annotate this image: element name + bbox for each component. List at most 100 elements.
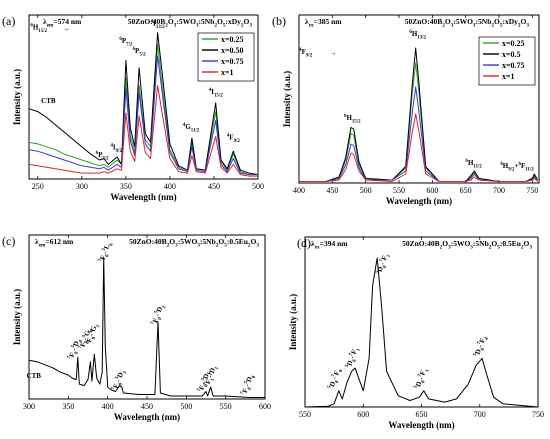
series-line-spectrum bbox=[28, 256, 265, 398]
x-tick-label: 450 bbox=[326, 186, 338, 195]
x-axis-label: Wavelength (nm) bbox=[386, 196, 452, 206]
chart-title: 50ZnO:40B2O3:5WO3:5Nb2O5:xDy2O3​ bbox=[405, 17, 530, 29]
chart-title: 50ZnO:40B2O3:5WO3:5Nb2O5:0.5Eu2O3​ bbox=[402, 239, 532, 251]
annotation: 4F9/2​ bbox=[227, 133, 241, 144]
annotation: 4I13/2​ bbox=[151, 19, 165, 30]
series-line-spectrum bbox=[304, 257, 539, 408]
chart-title: 50ZnO:40B2O3:5WO3:5Nb2O5:xDy2O3​ bbox=[128, 17, 253, 29]
annotation: CTB bbox=[27, 372, 42, 380]
annotation: 6H13/2​ bbox=[409, 30, 426, 41]
series-line-x-0-50 bbox=[28, 32, 259, 176]
panel-a: 250 300 350 400 450 500 Wavelength (nm) Intensi… bbox=[2, 14, 264, 202]
annotation: 6P5/2​ bbox=[133, 47, 147, 58]
annotation: 7F0-5D2​ bbox=[150, 303, 167, 327]
annotation: 6H9/2+6F11/2​ bbox=[500, 162, 534, 173]
annotation: 5D0-7F0​ bbox=[327, 367, 344, 391]
chart-title: 50ZnO:40B2O3:5WO3:5Nb2O5:0.5Eu2O3​ bbox=[129, 237, 259, 249]
x-tick-label: 750 bbox=[532, 410, 544, 419]
series-line-x-1 bbox=[299, 113, 539, 182]
excitation-label: λem=612 nm bbox=[35, 237, 74, 249]
legend-entry: x=1 bbox=[221, 68, 234, 77]
annotation: 6P3/2​ bbox=[96, 151, 110, 162]
x-tick-label: 450 bbox=[141, 402, 153, 411]
excitation-label: λex=385 nm bbox=[305, 17, 342, 29]
legend-entry: x=0.50 bbox=[221, 46, 244, 55]
series-line-x-1 bbox=[28, 84, 258, 177]
x-tick-label: 700 bbox=[493, 186, 505, 195]
x-tick-label: 550 bbox=[299, 410, 311, 419]
plot-frame bbox=[298, 14, 540, 184]
x-tick-label: 500 bbox=[252, 182, 264, 191]
x-tick-label: 450 bbox=[208, 182, 220, 191]
x-tick-label: 550 bbox=[393, 186, 405, 195]
plot-frame bbox=[28, 14, 259, 180]
x-tick-label: 300 bbox=[23, 402, 35, 411]
x-tick-label: 500 bbox=[180, 402, 192, 411]
x-axis-label: Wavelength (nm) bbox=[388, 420, 454, 430]
x-tick-label: 350 bbox=[120, 182, 132, 191]
series-line-x-0-75 bbox=[28, 55, 258, 176]
x-axis-label: Wavelength (nm) bbox=[110, 192, 176, 202]
annotation: 4I9/2​ bbox=[110, 144, 122, 155]
x-tick-label: 300 bbox=[76, 182, 88, 191]
legend-entry: x=0.25 bbox=[502, 39, 525, 48]
annotation: 7F0-5L6​ bbox=[98, 240, 115, 264]
y-axis-label: Intensity (a.u.) bbox=[12, 69, 22, 125]
legend-entry: x=0.75 bbox=[221, 57, 244, 66]
annotation-arrow: → bbox=[330, 49, 337, 57]
annotation: 4G11/2​ bbox=[183, 123, 200, 134]
x-tick-label: 400 bbox=[164, 182, 176, 191]
excitation-label: λem=574 nm bbox=[43, 17, 82, 29]
annotation: 6H11/2​ bbox=[465, 159, 482, 170]
annotation: 5D0-7F4​ bbox=[473, 334, 490, 358]
x-tick-label: 650 bbox=[460, 186, 472, 195]
legend-entry: x=1 bbox=[502, 72, 515, 81]
annotation: 7F0-5D3​ bbox=[111, 368, 128, 392]
annotation: 5D0-7F3​ bbox=[413, 367, 430, 391]
annotation: 5D0-7F1​ bbox=[345, 346, 362, 370]
panel-label: (a) bbox=[2, 14, 15, 28]
x-tick-label: 400 bbox=[102, 402, 114, 411]
x-tick-label: 700 bbox=[474, 410, 486, 419]
annotation: 7F0-5D4​ bbox=[67, 337, 84, 361]
annotation: 6H15/2​ bbox=[344, 114, 361, 125]
annotation: 4I15/2​ bbox=[209, 88, 223, 99]
x-tick-label: 600 bbox=[357, 410, 369, 419]
legend-box bbox=[197, 32, 255, 82]
x-tick-label: 400 bbox=[293, 186, 305, 195]
x-tick-label: 500 bbox=[360, 186, 372, 195]
x-tick-label: 600 bbox=[259, 402, 271, 411]
x-tick-label: 250 bbox=[32, 182, 44, 191]
annotation: 4F9/2​ bbox=[299, 48, 313, 59]
x-tick-label: 350 bbox=[62, 402, 74, 411]
annotation: 7F1-5D1​ bbox=[203, 364, 220, 388]
annotation: 7F0-5G4​ bbox=[78, 327, 96, 352]
annotation: 7F0-5D0​ bbox=[240, 373, 257, 397]
panel-label: (c) bbox=[2, 234, 15, 248]
y-axis-label: Intensity (a.u.) bbox=[282, 71, 292, 127]
plot-frame bbox=[28, 234, 266, 400]
x-tick-label: 600 bbox=[426, 186, 438, 195]
x-tick-label: 650 bbox=[416, 410, 428, 419]
panel-label: (b) bbox=[272, 14, 286, 28]
panel-c: 300 350 400 450 500 550 600 Wavelength (nm) Inte… bbox=[2, 234, 271, 422]
panel-b: 400 450 500 550 600 650 700 750 Wavelength (nm) I… bbox=[272, 14, 540, 206]
x-tick-label: 550 bbox=[220, 402, 232, 411]
annotation: 6P7/2​ bbox=[119, 37, 133, 48]
legend-entry: x=0.75 bbox=[502, 61, 525, 70]
legend-box bbox=[478, 36, 536, 86]
annotation: 5D0-7F2​ bbox=[375, 252, 392, 276]
legend-entry: x=0.5 bbox=[502, 50, 521, 59]
y-axis-label: Intensity (a.u.) bbox=[12, 289, 22, 345]
annotation: 6H15/2​ bbox=[30, 24, 47, 35]
annotation: 7F0-5G2​ bbox=[84, 322, 102, 347]
annotation: CTB bbox=[41, 97, 56, 105]
panel-d: 550 600 650 700 750 Wavelength (nm) Intensity … bbox=[288, 236, 544, 430]
annotation-arrow: → bbox=[63, 25, 70, 33]
excitation-label: λex=394 nm bbox=[311, 239, 348, 251]
x-tick-label: 750 bbox=[526, 186, 538, 195]
y-axis-label: Intensity (a.u.) bbox=[288, 294, 298, 350]
panel-label: (d) bbox=[297, 236, 311, 250]
legend-entry: x=0.25 bbox=[221, 35, 244, 44]
